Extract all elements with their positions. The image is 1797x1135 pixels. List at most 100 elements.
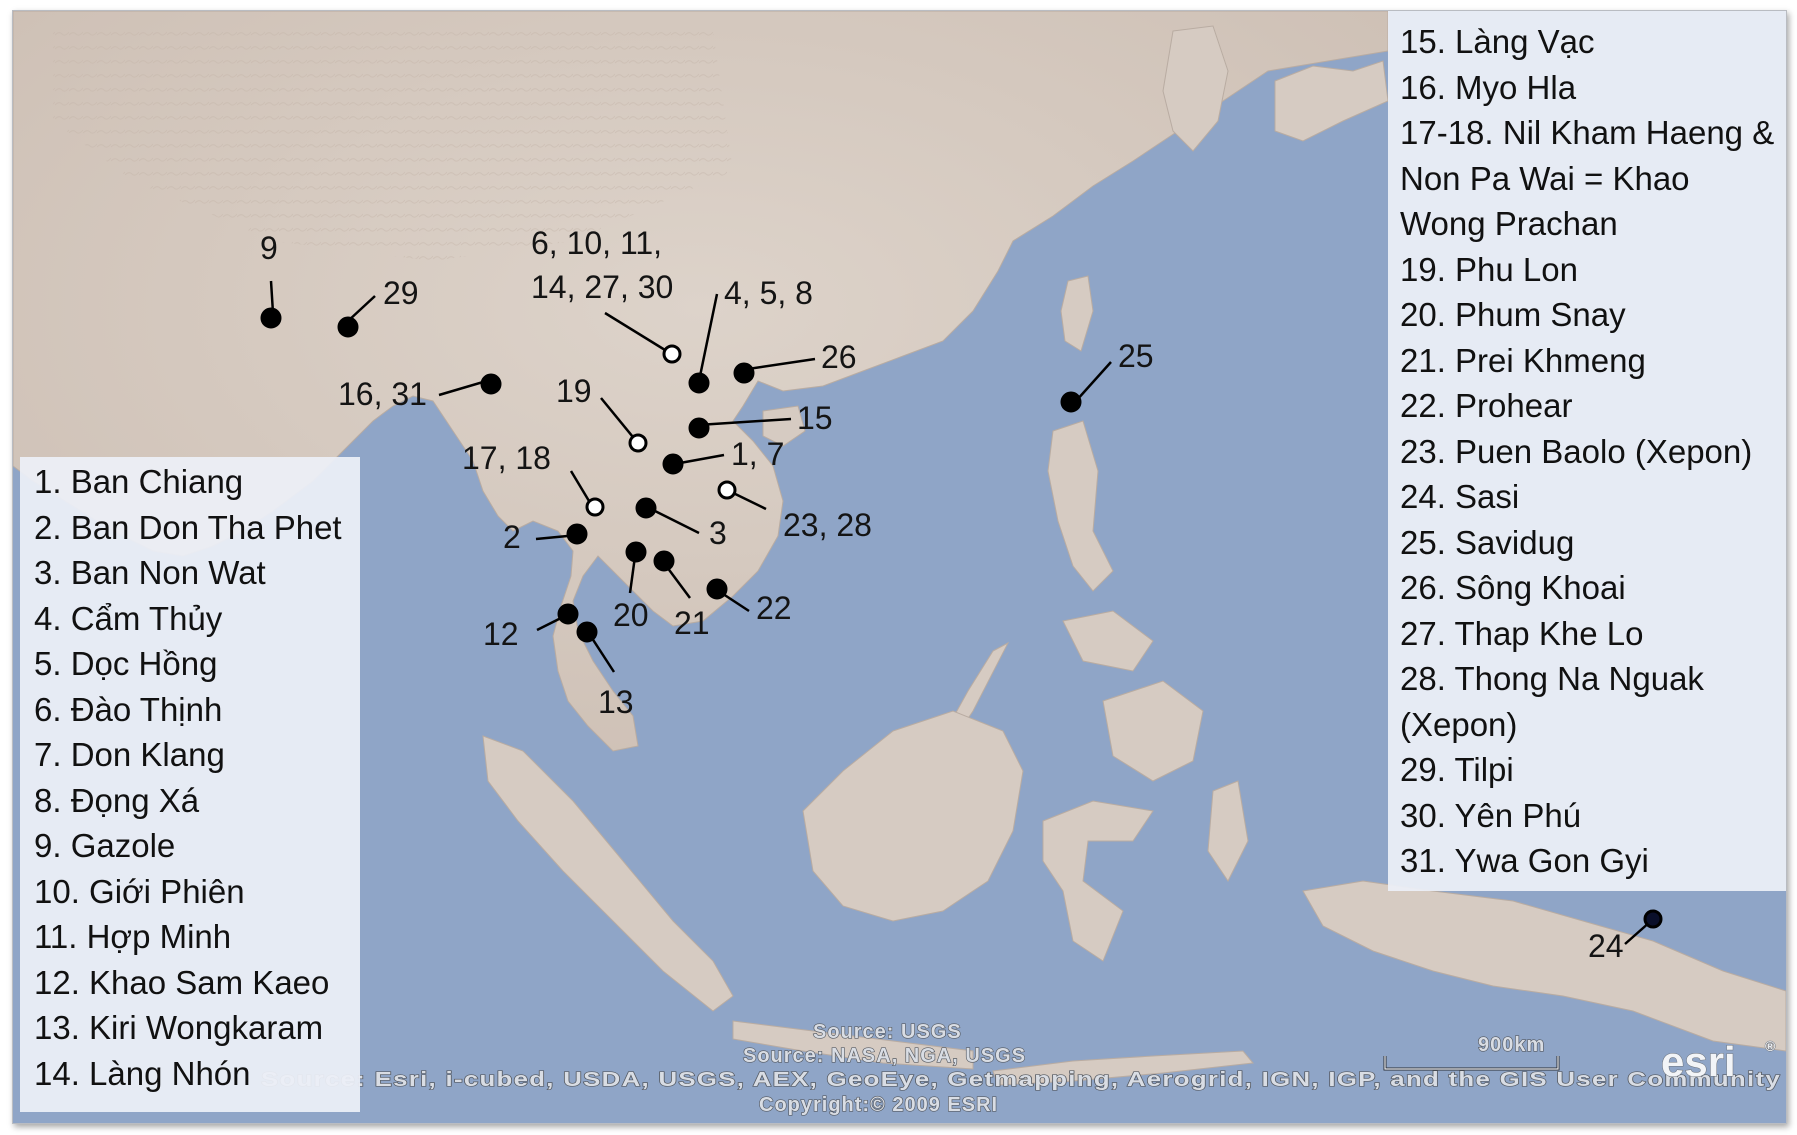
map-frame: 9 29 6, 10, 11, 14, 27, 30 4, 5, 8 26 25… bbox=[12, 10, 1787, 1124]
legend-item: 28. Thong Na Nguak (Xepon) bbox=[1400, 660, 1704, 743]
maluku-islands bbox=[1207, 780, 1249, 882]
legend-item: 31. Ywa Gon Gyi bbox=[1400, 842, 1649, 879]
legend-item: 24. Sasi bbox=[1400, 478, 1520, 515]
java-island bbox=[732, 1020, 974, 1070]
site-label: 19 bbox=[556, 373, 592, 409]
site-label: 9 bbox=[260, 230, 278, 266]
site-labels: 9 29 6, 10, 11, 14, 27, 30 4, 5, 8 26 25… bbox=[260, 225, 1624, 964]
hainan-island bbox=[762, 405, 806, 447]
site-label: 6, 10, 11, bbox=[531, 225, 662, 261]
legend-item: 20. Phum Snay bbox=[1400, 296, 1626, 333]
marker-13 bbox=[576, 621, 598, 643]
marker-19 bbox=[628, 433, 648, 453]
legend-item: 10. Giới Phiên bbox=[34, 872, 245, 910]
legend-item: 9. Gazole bbox=[34, 827, 176, 864]
legend-item: 26. Sông Khoai bbox=[1400, 569, 1626, 606]
site-label: 24 bbox=[1588, 928, 1624, 964]
site-label: 23, 28 bbox=[783, 507, 872, 543]
borneo-island bbox=[802, 710, 1024, 922]
site-label: 15 bbox=[797, 400, 833, 436]
sumatra-island bbox=[482, 735, 734, 1012]
registered-mark: ® bbox=[1765, 1038, 1776, 1054]
sulawesi-island bbox=[1042, 800, 1154, 962]
site-label: 4, 5, 8 bbox=[724, 275, 813, 311]
philippines-visayas bbox=[1062, 610, 1154, 672]
scale-bar: 900km bbox=[1383, 1033, 1560, 1071]
marker-3 bbox=[635, 497, 657, 519]
legend-right: 15. Làng Vạc 16. Myo Hla 17-18. Nil Kham… bbox=[1388, 11, 1786, 891]
site-label: 12 bbox=[483, 616, 519, 652]
legend-item: 7. Don Klang bbox=[34, 736, 225, 773]
marker-12 bbox=[557, 603, 579, 625]
esri-logo: esri bbox=[1661, 1038, 1736, 1085]
legend-item: 21. Prei Khmeng bbox=[1400, 341, 1646, 379]
site-label: 17, 18 bbox=[462, 440, 551, 476]
legend-item: 4. Cẩm Thủy bbox=[34, 599, 223, 637]
marker-16-31 bbox=[480, 373, 502, 395]
scale-label: 900km bbox=[1478, 1034, 1545, 1056]
legend-item: 11. Hợp Minh bbox=[34, 918, 232, 955]
legend-item: 12. Khao Sam Kaeo bbox=[34, 963, 330, 1001]
legend-item: 27. Thap Khe Lo bbox=[1400, 614, 1644, 652]
marker-15 bbox=[688, 417, 710, 439]
korea-peninsula bbox=[1162, 25, 1229, 152]
site-label: 2 bbox=[503, 519, 521, 555]
legend-item: 30. Yên Phú bbox=[1400, 796, 1582, 834]
legend-item: 17-18. Nil Kham Haeng & Non Pa Wai = Kha… bbox=[1400, 114, 1775, 242]
legend-item: 1. Ban Chiang bbox=[34, 463, 244, 500]
site-label: 16, 31 bbox=[338, 376, 427, 412]
marker-6-10-11-14-27-30 bbox=[662, 344, 682, 364]
legend-item: 14. Làng Nhón bbox=[34, 1054, 251, 1092]
legend-item: 6. Đào Thịnh bbox=[34, 690, 223, 728]
taiwan-island bbox=[1060, 275, 1094, 352]
marker-23-28 bbox=[717, 480, 737, 500]
marker-20 bbox=[625, 541, 647, 563]
site-label: 25 bbox=[1118, 338, 1154, 374]
site-label: 13 bbox=[598, 684, 634, 720]
marker-22 bbox=[706, 578, 728, 600]
site-label: 3 bbox=[709, 515, 727, 551]
legend-item: 15. Làng Vạc bbox=[1400, 23, 1595, 60]
legend-left: 1. Ban Chiang 2. Ban Don Tha Phet 3. Ban… bbox=[20, 457, 360, 1112]
philippines-mindanao bbox=[1102, 680, 1204, 782]
site-label: 1, 7 bbox=[731, 436, 784, 472]
legend-item: 23. Puen Baolo (Xepon) bbox=[1400, 432, 1753, 470]
marker-2 bbox=[566, 523, 588, 545]
legend-item: 25. Savidug bbox=[1400, 523, 1575, 561]
credit-line: Source: NASA, NGA, USGS bbox=[743, 1045, 1026, 1067]
marker-9 bbox=[260, 307, 282, 329]
site-label: 22 bbox=[756, 590, 792, 626]
marker-24 bbox=[1643, 909, 1663, 929]
legend-item: 13. Kiri Wongkaram bbox=[34, 1009, 324, 1046]
legend-item: 8. Đọng Xá bbox=[34, 781, 200, 819]
credit-line: Source: USGS bbox=[813, 1021, 962, 1043]
philippines-luzon bbox=[1047, 420, 1114, 592]
lesser-sunda-islands bbox=[992, 1050, 1254, 1086]
credit-line: Source: Esri, i-cubed, USDA, USGS, AEX, … bbox=[261, 1069, 1781, 1091]
legend-item: 22. Prohear bbox=[1400, 387, 1573, 424]
site-label: 20 bbox=[613, 597, 649, 633]
legend-item: 2. Ban Don Tha Phet bbox=[34, 508, 342, 546]
mountain-relief bbox=[53, 31, 733, 261]
legend-item: 29. Tilpi bbox=[1400, 751, 1514, 788]
new-guinea-island bbox=[1302, 880, 1786, 1052]
leader-lines bbox=[269, 280, 1652, 945]
site-label: 29 bbox=[383, 275, 419, 311]
marker-4-5-8 bbox=[688, 372, 710, 394]
marker-1-7 bbox=[662, 453, 684, 475]
credit-line: Copyright:© 2009 ESRI bbox=[759, 1094, 998, 1116]
marker-21 bbox=[653, 550, 675, 572]
legend-item: 16. Myo Hla bbox=[1400, 68, 1577, 106]
site-label: 21 bbox=[674, 605, 710, 641]
legend-item: 5. Dọc Hồng bbox=[34, 645, 218, 682]
marker-25 bbox=[1060, 391, 1082, 413]
site-label: 26 bbox=[821, 339, 857, 375]
site-label: 14, 27, 30 bbox=[531, 269, 673, 305]
marker-29 bbox=[337, 316, 359, 338]
site-markers bbox=[260, 307, 1663, 929]
marker-17-18 bbox=[585, 497, 605, 517]
legend-item: 3. Ban Non Wat bbox=[34, 554, 266, 591]
legend-item: 19. Phu Lon bbox=[1400, 250, 1578, 288]
map-credits: Source: USGS Source: NASA, NGA, USGS Sou… bbox=[260, 1020, 1781, 1116]
marker-26 bbox=[733, 362, 755, 384]
